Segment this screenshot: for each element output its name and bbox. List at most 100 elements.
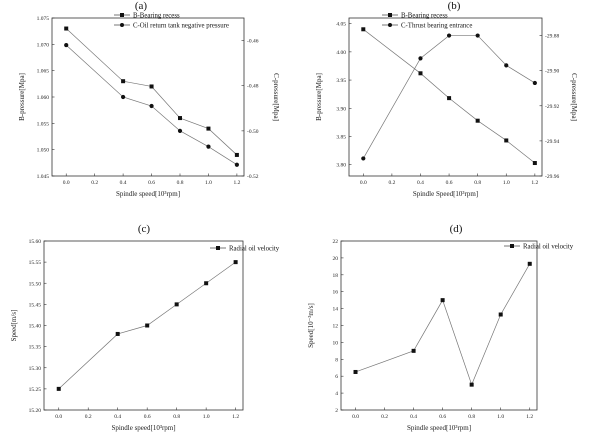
y2-tick-label: -0.48: [247, 84, 259, 90]
x-tick-label: 0.4: [410, 414, 417, 420]
x-tick-label: 1.2: [526, 414, 533, 420]
y-tick-label: 1.075: [37, 16, 50, 22]
y-tick-label: 15.60: [29, 239, 42, 245]
y-axis-label: B-pressure[Mpa]: [315, 73, 323, 121]
x-tick-label: 1.0: [497, 414, 504, 420]
data-point: [504, 63, 509, 68]
y2-tick-label: -29.88: [545, 34, 559, 40]
y2-tick-label: -0.50: [247, 129, 259, 135]
y-tick-label: 6: [335, 374, 338, 380]
legend-marker: [120, 13, 124, 17]
data-point: [206, 144, 211, 149]
data-point: [234, 162, 239, 167]
y-tick-label: 12: [333, 324, 339, 330]
data-point: [121, 94, 126, 100]
data-point: [353, 369, 358, 374]
y-tick-label: 1.065: [37, 69, 50, 75]
chart-panel-3: 0.0 0.2 0.4 0.6 0.8 1.0 1.2 2 4 6 8 10 12 14 16 18 20 22 S…: [307, 223, 574, 432]
y2-tick-label: -29.90: [545, 69, 559, 75]
series-line-1: [65, 44, 238, 166]
data-point: [145, 323, 150, 328]
x-tick-label: 1.0: [205, 180, 212, 186]
data-point: [178, 116, 182, 121]
y2-axis-label: C-pressure[Mpa]: [570, 73, 578, 121]
x-axis-label: Spindle Speed[10³rpm]: [413, 190, 478, 198]
data-point: [64, 26, 69, 31]
x-tick-label: 0.6: [148, 180, 155, 186]
data-point: [440, 298, 445, 303]
x-tick-label: 0.0: [352, 414, 359, 420]
plot-frame: [43, 240, 244, 411]
y-tick-label: 8: [335, 357, 338, 363]
x-tick-label: 0.8: [474, 180, 481, 186]
y-axis-label: Speed[m/s]: [10, 310, 18, 342]
legend-marker: [388, 23, 392, 27]
x-tick-label: 0.4: [417, 180, 424, 186]
series-line-1: [362, 35, 536, 159]
x-axis-label: Spindle speed[10³rpm]: [407, 424, 471, 432]
y-tick-label: 15.45: [29, 302, 42, 308]
data-point: [418, 56, 423, 61]
chart-panel-1: 0.0 0.2 0.4 0.6 0.8 1.0 1.2 3.80 3.85 3.90 3.95 4.0…: [315, 0, 578, 198]
y-axis-label: Speed[10⁻³m/s]: [307, 303, 315, 348]
y2-tick-label: -0.52: [247, 174, 259, 180]
y-tick-label: 15.50: [29, 281, 42, 287]
plot-frame: [340, 240, 538, 411]
y2-tick-label: -29.92: [545, 104, 559, 110]
plot-frame: [348, 17, 543, 177]
x-tick-label: 0.0: [55, 414, 62, 420]
y-tick-label: 22: [333, 239, 339, 245]
x-tick-label: 0.2: [91, 180, 98, 186]
x-tick-label: 0.6: [446, 180, 453, 186]
data-point: [475, 33, 480, 38]
panel-label: (a): [135, 0, 148, 12]
y-tick-label: 15.20: [29, 408, 42, 414]
legend-label: Radial oil velocity: [229, 245, 280, 252]
x-axis-label: Spindle speed[10³rpm]: [111, 424, 175, 432]
series-line-0: [363, 29, 536, 164]
series-line-0: [355, 263, 531, 386]
data-point: [361, 156, 366, 161]
data-point: [498, 312, 503, 317]
x-tick-label: 1.0: [503, 180, 510, 186]
legend-marker: [120, 23, 124, 27]
series-line-0: [58, 261, 236, 390]
x-tick-label: 0.6: [144, 414, 151, 420]
y-tick-label: 18: [333, 273, 339, 279]
x-tick-label: 0.8: [468, 414, 475, 420]
legend-label: C-Thrust bearing entrance: [401, 22, 472, 29]
x-tick-label: 0.6: [439, 414, 446, 420]
data-point: [149, 84, 154, 89]
legend-marker: [216, 246, 220, 250]
data-point: [532, 161, 537, 166]
x-tick-label: 0.2: [388, 180, 395, 186]
legend-label: C-Oil return tank negative pressure: [133, 22, 229, 29]
data-point: [447, 96, 452, 101]
y2-tick-label: -0.46: [247, 39, 259, 45]
x-tick-label: 0.2: [381, 414, 388, 420]
y-tick-label: 1.070: [37, 42, 50, 48]
y-tick-label: 15.35: [29, 345, 42, 351]
y-tick-label: 1.045: [37, 174, 50, 180]
y-tick-label: 15.40: [29, 324, 42, 330]
data-point: [56, 386, 61, 391]
y-tick-label: 20: [333, 256, 339, 262]
data-point: [115, 331, 120, 336]
data-point: [174, 302, 179, 307]
y2-tick-label: -29.94: [545, 139, 559, 145]
panel-label: (c): [138, 223, 151, 235]
y-tick-label: 4.00: [336, 50, 346, 56]
legend-label: B-Bearing recess: [401, 12, 448, 19]
x-tick-label: 0.2: [85, 414, 92, 420]
data-point: [469, 382, 474, 387]
legend-marker: [388, 13, 392, 17]
data-point: [418, 71, 423, 76]
data-point: [527, 261, 532, 266]
y-tick-label: 3.95: [336, 78, 346, 84]
y2-axis-label: C-pressure[Mpa]: [272, 73, 280, 121]
data-point: [411, 348, 416, 353]
data-point: [446, 33, 452, 38]
data-point: [121, 79, 126, 84]
y-tick-label: 3.90: [336, 106, 346, 112]
data-point: [504, 138, 509, 143]
